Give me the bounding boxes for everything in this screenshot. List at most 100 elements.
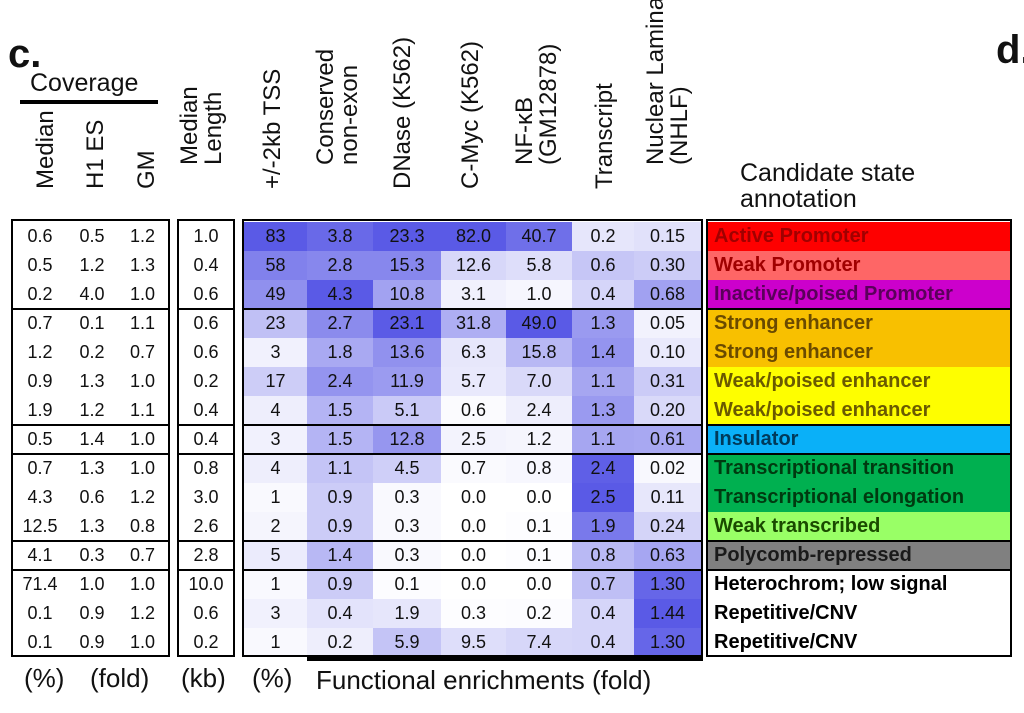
state-annotation-label: Repetitive/CNV <box>708 628 1010 657</box>
cell-lamina: 1.30 <box>634 570 701 599</box>
cell-h1: 1.4 <box>79 429 105 449</box>
group-separator <box>11 424 170 426</box>
cell-length: 3.0 <box>193 487 219 507</box>
coverage-title: Coverage <box>30 69 139 97</box>
group-separator <box>242 308 703 310</box>
cell-gm: 1.2 <box>129 226 156 246</box>
state-annotation-label: Inactive/poised Promoter <box>708 280 1010 309</box>
cell-length: 0.4 <box>193 429 219 449</box>
coverage-underline <box>20 100 158 104</box>
cell-tss: 23 <box>244 309 307 338</box>
cell-transcript: 0.2 <box>572 222 634 251</box>
cell-length: 0.2 <box>193 632 219 652</box>
cell-length: 0.4 <box>193 400 219 420</box>
cell-lamina: 0.20 <box>634 396 701 425</box>
cell-transcript: 0.4 <box>572 280 634 309</box>
cell-h1: 1.0 <box>79 574 105 594</box>
cell-median: 0.6 <box>27 226 53 246</box>
enrichment-underline <box>307 657 703 661</box>
cell-transcript: 2.5 <box>572 483 634 512</box>
group-separator <box>706 308 1012 310</box>
header-conserved: Conserved non-exon <box>312 48 363 165</box>
cell-conserved: 1.4 <box>307 541 373 570</box>
cell-lamina: 1.30 <box>634 628 701 657</box>
cell-cmyc: 0.0 <box>441 483 506 512</box>
cell-median: 0.5 <box>27 255 53 275</box>
header-dnase: DNase (K562) <box>389 36 416 189</box>
group-separator <box>177 308 235 310</box>
cell-gm: 1.1 <box>129 313 156 333</box>
state-annotation-label: Weak/poised enhancer <box>708 396 1010 425</box>
group-separator <box>11 453 170 455</box>
cell-nfkb: 0.0 <box>506 570 572 599</box>
cell-nfkb: 0.1 <box>506 541 572 570</box>
cell-conserved: 0.4 <box>307 599 373 628</box>
cell-length: 0.6 <box>193 342 219 362</box>
cell-cmyc: 82.0 <box>441 222 506 251</box>
cell-cmyc: 6.3 <box>441 338 506 367</box>
cell-tss: 2 <box>244 512 307 541</box>
cell-median: 4.3 <box>27 487 53 507</box>
cell-median: 71.4 <box>22 574 58 594</box>
cell-tss: 1 <box>244 483 307 512</box>
cell-gm: 1.0 <box>129 284 156 304</box>
cell-gm: 1.2 <box>129 487 156 507</box>
panel-label-c: c. <box>8 32 42 76</box>
cell-nfkb: 0.2 <box>506 599 572 628</box>
cell-conserved: 2.4 <box>307 367 373 396</box>
cell-transcript: 1.1 <box>572 367 634 396</box>
cell-length: 10.0 <box>188 574 224 594</box>
cell-cmyc: 0.6 <box>441 396 506 425</box>
cell-gm: 0.8 <box>129 516 156 536</box>
cell-median: 0.7 <box>27 458 53 478</box>
cell-transcript: 0.4 <box>572 628 634 657</box>
annotation-box <box>706 219 1012 657</box>
cell-lamina: 0.24 <box>634 512 701 541</box>
cell-lamina: 0.02 <box>634 454 701 483</box>
cell-dnase: 0.1 <box>373 570 441 599</box>
cell-cmyc: 0.0 <box>441 541 506 570</box>
cell-median: 1.2 <box>27 342 53 362</box>
group-separator <box>177 569 235 571</box>
cell-lamina: 0.68 <box>634 280 701 309</box>
cell-h1: 1.3 <box>79 371 105 391</box>
cell-nfkb: 0.0 <box>506 483 572 512</box>
cell-lamina: 0.63 <box>634 541 701 570</box>
cell-gm: 1.2 <box>129 603 156 623</box>
header-tss: +/-2kb TSS <box>259 68 286 189</box>
state-annotation-label: Insulator <box>708 425 1010 454</box>
cell-gm: 0.7 <box>129 342 156 362</box>
cell-tss: 17 <box>244 367 307 396</box>
group-separator <box>242 453 703 455</box>
state-annotation-label: Polycomb-repressed <box>708 541 1010 570</box>
cell-nfkb: 0.8 <box>506 454 572 483</box>
cell-lamina: 0.11 <box>634 483 701 512</box>
cell-tss: 1 <box>244 628 307 657</box>
cell-median: 0.5 <box>27 429 53 449</box>
cell-h1: 1.2 <box>79 255 105 275</box>
cell-nfkb: 2.4 <box>506 396 572 425</box>
cell-length: 2.8 <box>193 545 219 565</box>
cell-transcript: 1.3 <box>572 309 634 338</box>
cell-conserved: 1.1 <box>307 454 373 483</box>
cell-dnase: 12.8 <box>373 425 441 454</box>
cell-cmyc: 31.8 <box>441 309 506 338</box>
unit-fold: (fold) <box>90 663 150 693</box>
cell-length: 0.8 <box>193 458 219 478</box>
cell-gm: 1.0 <box>129 632 156 652</box>
cell-length: 1.0 <box>193 226 219 246</box>
cell-length: 0.2 <box>193 371 219 391</box>
cell-median: 0.1 <box>27 632 53 652</box>
cell-h1: 4.0 <box>79 284 105 304</box>
cell-cmyc: 9.5 <box>441 628 506 657</box>
group-separator <box>706 540 1012 542</box>
cell-lamina: 0.30 <box>634 251 701 280</box>
header-transcript: Transcript <box>591 83 618 189</box>
length-box <box>177 219 235 657</box>
cell-tss: 3 <box>244 599 307 628</box>
unit-coverage: (%) <box>24 663 65 693</box>
cell-cmyc: 0.0 <box>441 512 506 541</box>
cell-nfkb: 0.1 <box>506 512 572 541</box>
cell-cmyc: 12.6 <box>441 251 506 280</box>
cell-gm: 1.0 <box>129 574 156 594</box>
